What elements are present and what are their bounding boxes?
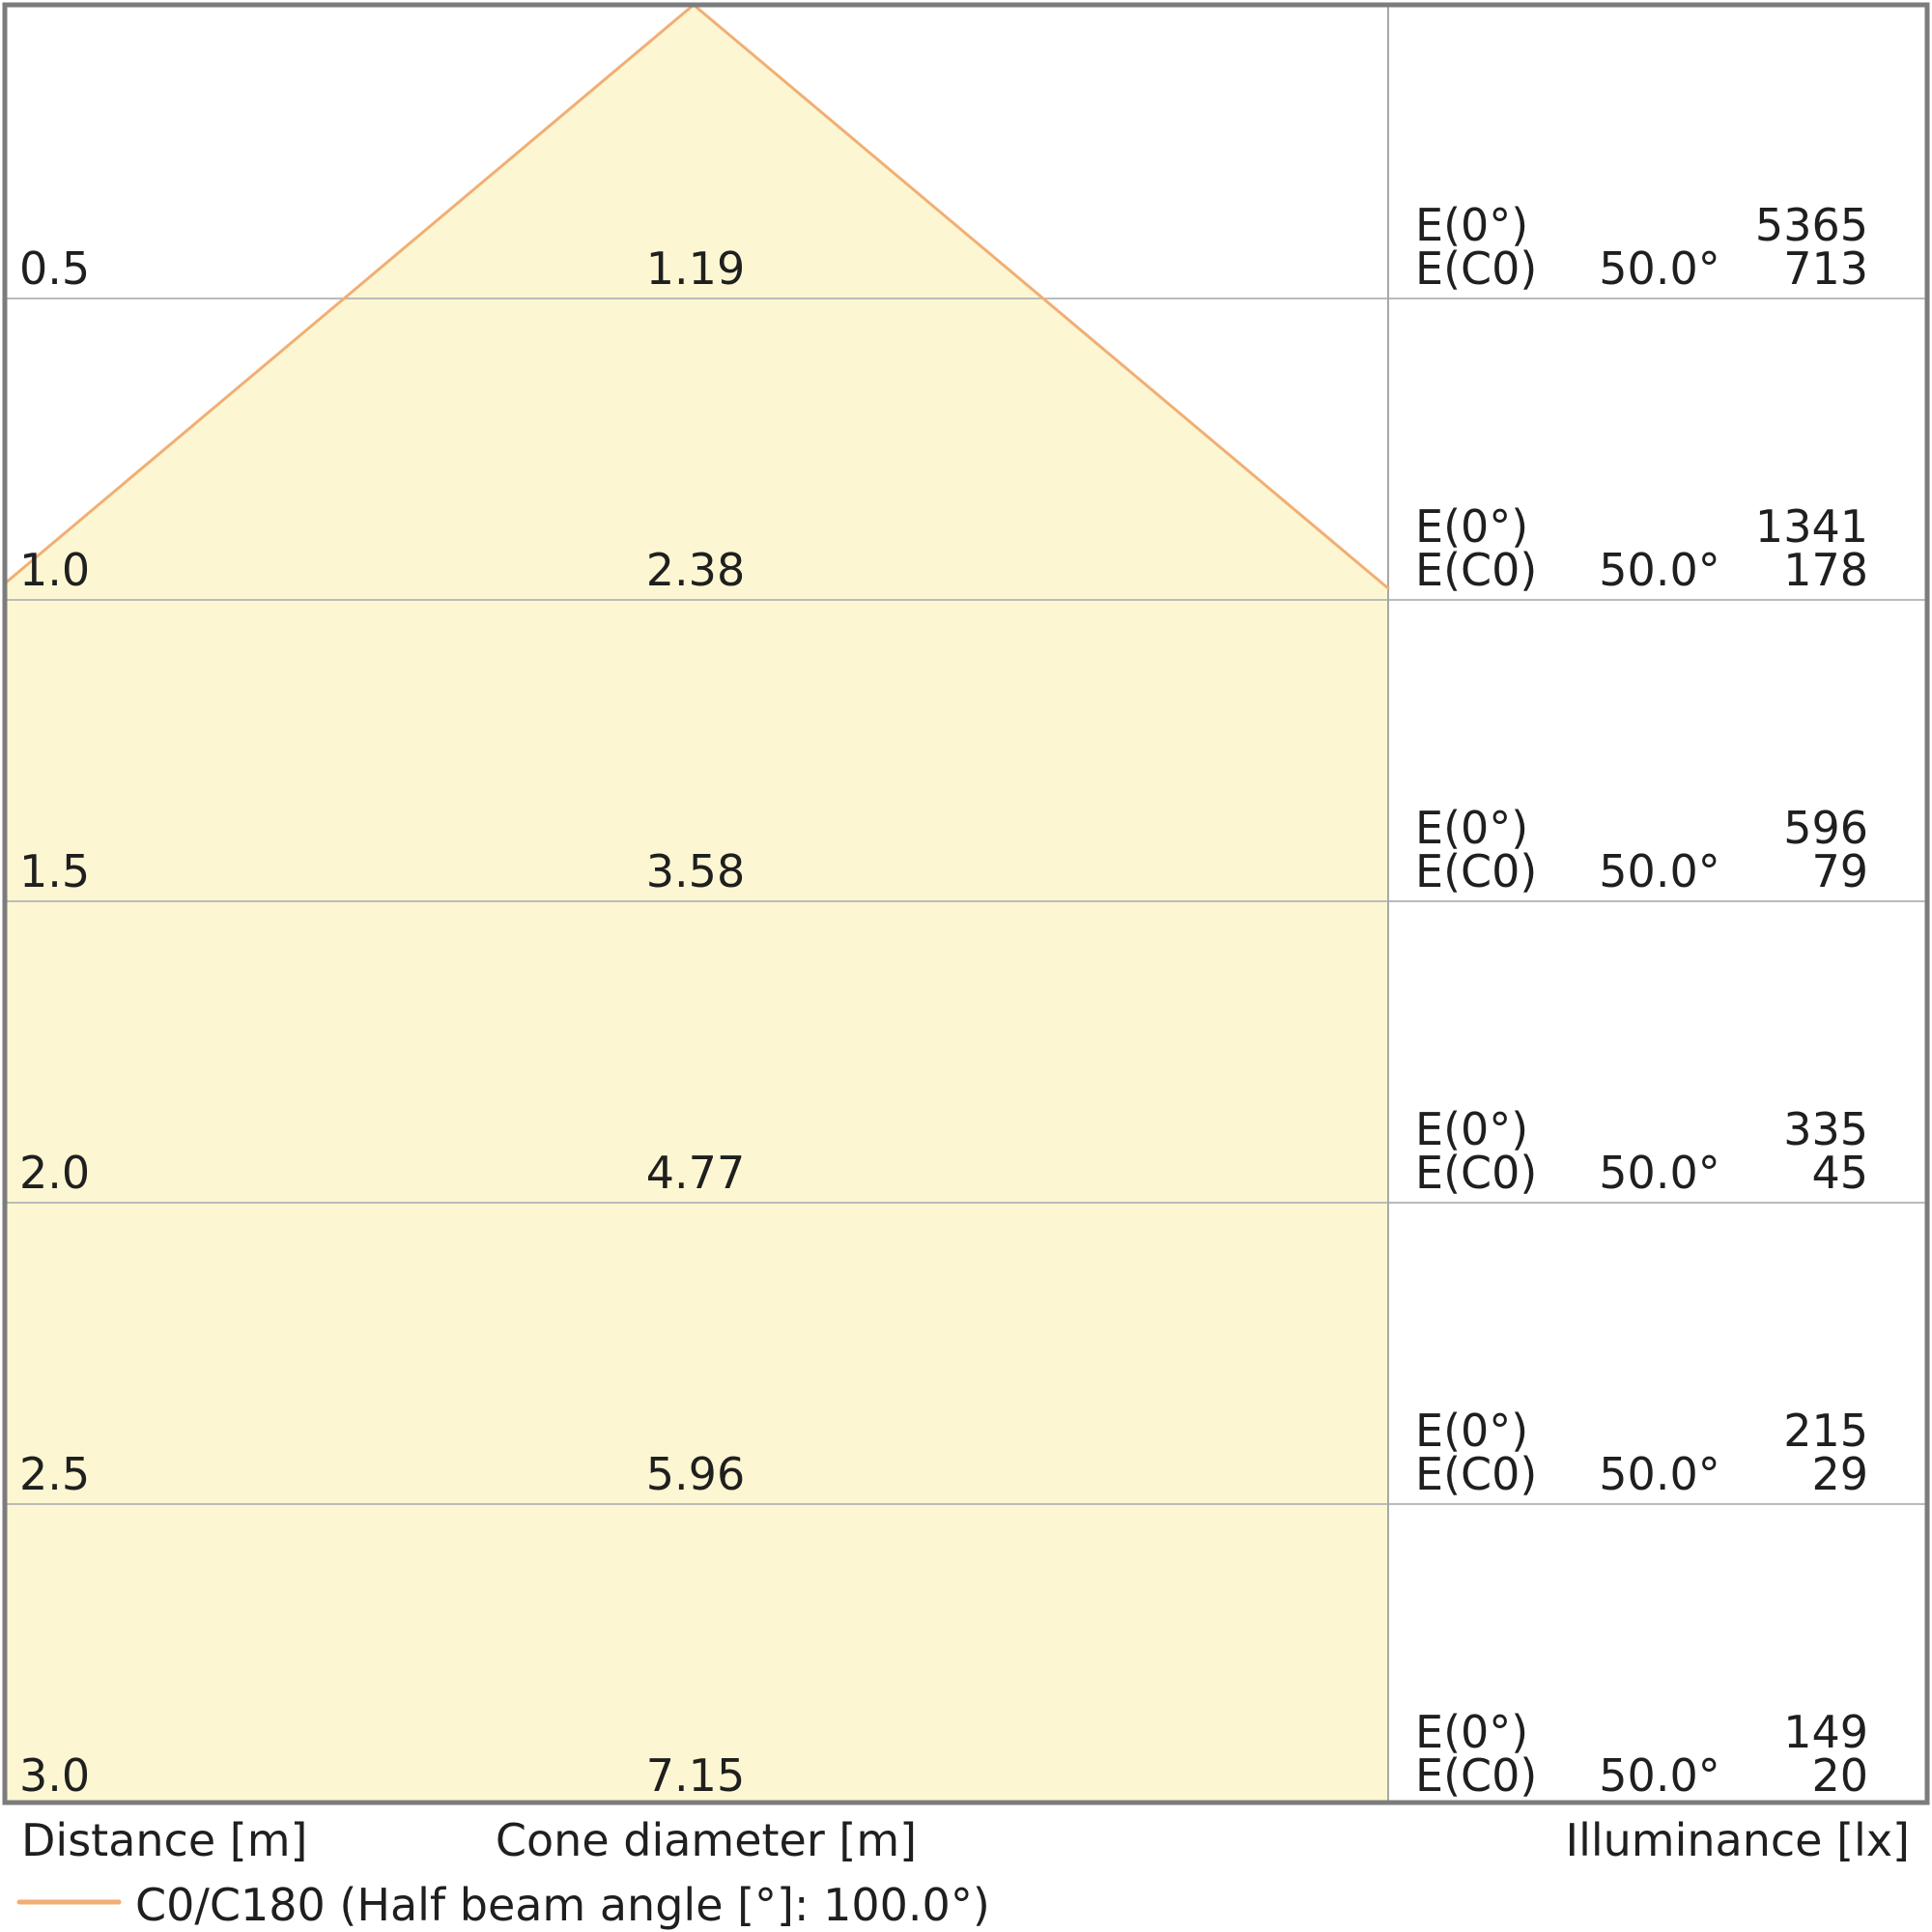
ec0-angle: 50.0° bbox=[1599, 845, 1720, 897]
cone-diameter-2-0: 4.77 bbox=[645, 1147, 746, 1199]
e0-row-0-5: E(0°) 5365 bbox=[1415, 199, 1868, 251]
footer-illuminance-label: Illuminance [lx] bbox=[1565, 1814, 1910, 1866]
e0-label: E(0°) bbox=[1415, 1405, 1529, 1457]
e0-value: 215 bbox=[1783, 1405, 1868, 1457]
ec0-label: E(C0) bbox=[1415, 1448, 1538, 1500]
distance-label-2-0: 2.0 bbox=[19, 1147, 91, 1199]
e0-value: 1341 bbox=[1754, 500, 1868, 553]
e0-value: 596 bbox=[1783, 802, 1868, 854]
ec0-row-2-0: E(C0) 50.0° 45 bbox=[1415, 1151, 1868, 1195]
cone-diameter-2-5: 5.96 bbox=[645, 1448, 746, 1500]
cone-diameter-1-0: 2.38 bbox=[645, 544, 746, 596]
ec0-value: 713 bbox=[1783, 242, 1868, 295]
ec0-value: 29 bbox=[1811, 1448, 1868, 1500]
distance-label-1-5: 1.5 bbox=[19, 845, 91, 897]
cone-edge-right bbox=[692, 3, 1390, 590]
ec0-value: 79 bbox=[1811, 845, 1868, 897]
light-cone-fill bbox=[5, 5, 1388, 1803]
distance-label-1-0: 1.0 bbox=[19, 544, 91, 596]
e0-row-1-0: E(0°) 1341 bbox=[1415, 500, 1868, 553]
ec0-label: E(C0) bbox=[1415, 1147, 1538, 1199]
ec0-value: 178 bbox=[1783, 544, 1868, 596]
footer-distance-label: Distance [m] bbox=[21, 1814, 308, 1866]
chart-frame bbox=[2, 2, 1930, 1805]
ec0-angle: 50.0° bbox=[1599, 544, 1720, 596]
e0-label: E(0°) bbox=[1415, 199, 1529, 251]
ec0-row-2-5: E(C0) 50.0° 29 bbox=[1415, 1448, 1868, 1500]
e0-row-2-0: E(0°) 335 bbox=[1415, 1103, 1868, 1155]
e0-value: 335 bbox=[1783, 1103, 1868, 1155]
e0-row-2-5: E(0°) 215 bbox=[1415, 1405, 1868, 1457]
distance-label-2-5: 2.5 bbox=[19, 1448, 91, 1500]
distance-label-3-0: 3.0 bbox=[19, 1749, 91, 1802]
ec0-angle: 50.0° bbox=[1599, 1448, 1720, 1500]
cone-diameter-1-5: 3.58 bbox=[645, 845, 746, 897]
cone-diameter-0-5: 1.19 bbox=[645, 242, 746, 295]
cone-diameter-3-0: 7.15 bbox=[645, 1749, 746, 1802]
e0-label: E(0°) bbox=[1415, 802, 1529, 854]
ec0-angle: 50.0° bbox=[1599, 1147, 1720, 1199]
ec0-angle: 50.0° bbox=[1599, 242, 1720, 295]
cone-edge-left bbox=[3, 3, 696, 585]
ec0-row-0-5: E(C0) 50.0° 713 bbox=[1415, 242, 1868, 295]
ec0-value: 45 bbox=[1811, 1147, 1868, 1199]
ec0-row-3-0: E(C0) 50.0° 20 bbox=[1415, 1749, 1868, 1802]
e0-label: E(0°) bbox=[1415, 1706, 1529, 1758]
footer-cone-diameter-label: Cone diameter [m] bbox=[495, 1814, 918, 1866]
ec0-row-1-0: E(C0) 50.0° 178 bbox=[1415, 544, 1868, 596]
distance-label-0-5: 0.5 bbox=[19, 242, 91, 295]
ec0-label: E(C0) bbox=[1415, 544, 1538, 596]
ec0-label: E(C0) bbox=[1415, 845, 1538, 897]
e0-value: 149 bbox=[1783, 1706, 1868, 1758]
legend-label: C0/C180 (Half beam angle [°]: 100.0°) bbox=[135, 1879, 990, 1931]
e0-row-3-0: E(0°) 149 bbox=[1415, 1706, 1868, 1758]
ec0-angle: 50.0° bbox=[1599, 1749, 1720, 1802]
ec0-row-1-5: E(C0) 50.0° 79 bbox=[1415, 845, 1868, 897]
ec0-label: E(C0) bbox=[1415, 242, 1538, 295]
e0-label: E(0°) bbox=[1415, 1103, 1529, 1155]
ec0-value: 20 bbox=[1811, 1749, 1868, 1802]
ec0-label: E(C0) bbox=[1415, 1749, 1538, 1802]
e0-value: 5365 bbox=[1754, 199, 1868, 251]
gridlines bbox=[5, 298, 1927, 1505]
e0-label: E(0°) bbox=[1415, 500, 1529, 553]
e0-row-1-5: E(0°) 596 bbox=[1415, 802, 1868, 854]
